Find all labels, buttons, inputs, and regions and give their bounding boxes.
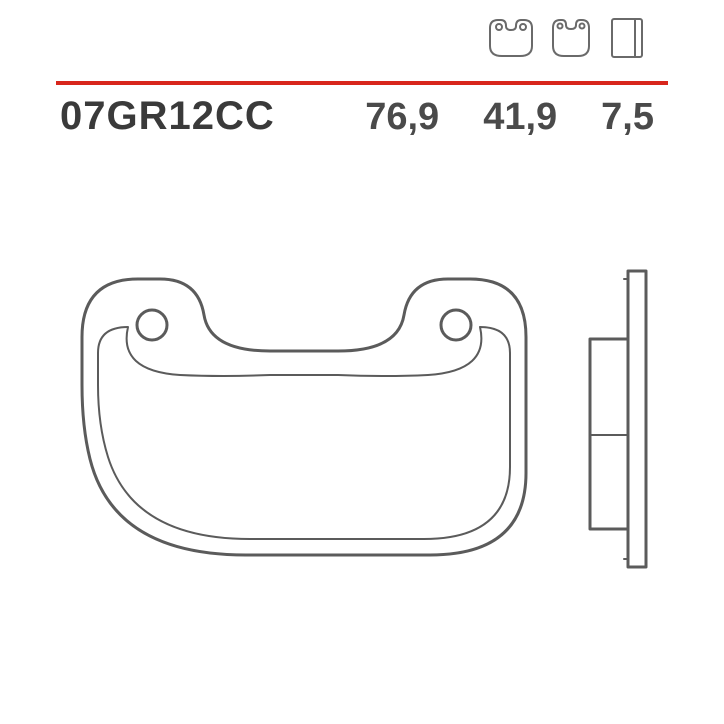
width-dimension-icon bbox=[482, 14, 540, 62]
dimension-thickness: 7,5 bbox=[601, 96, 654, 139]
product-spec-card: 07GR12CC 76,9 41,9 7,5 bbox=[0, 0, 724, 724]
thickness-dimension-icon bbox=[602, 14, 652, 62]
dimensions: 76,9 41,9 7,5 bbox=[365, 96, 664, 139]
height-dimension-icon bbox=[546, 14, 596, 62]
dimension-icons bbox=[482, 14, 652, 62]
side-view bbox=[590, 271, 646, 567]
part-number: 07GR12CC bbox=[60, 94, 365, 139]
front-view bbox=[82, 279, 526, 555]
spec-row: 07GR12CC 76,9 41,9 7,5 bbox=[60, 94, 664, 139]
dimension-width: 76,9 bbox=[365, 96, 439, 139]
dimension-height: 41,9 bbox=[483, 96, 557, 139]
divider-line bbox=[56, 72, 668, 76]
technical-drawing bbox=[40, 175, 684, 695]
